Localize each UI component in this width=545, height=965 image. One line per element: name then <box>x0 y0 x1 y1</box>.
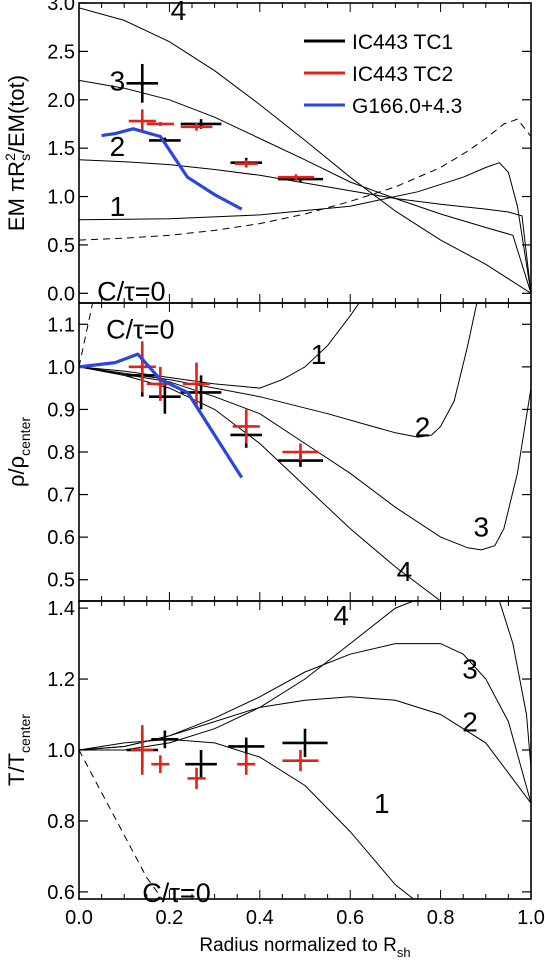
model-curve-4 <box>79 366 441 601</box>
ctau-label-bottom: C/τ=0 <box>142 878 210 908</box>
y-title-sub: center <box>17 714 33 753</box>
plot-area-middle <box>79 303 531 601</box>
y-axis-title-bottom: T/Tcenter <box>4 714 33 786</box>
curve-label-3: 3 <box>462 653 478 684</box>
y-tick-label: 0.5 <box>47 570 75 592</box>
model-curve-ctau0 <box>79 118 531 241</box>
model-curve-ctau0 <box>79 303 94 368</box>
ctau-label-middle: C/τ=0 <box>106 315 174 345</box>
curve-label-1: 1 <box>311 339 327 370</box>
x-axis-title-subscript: sh <box>397 945 411 960</box>
x-tick-label: 0.8 <box>427 907 455 929</box>
model-curve-extra <box>498 601 531 768</box>
y-tick-label: 0.0 <box>47 283 75 305</box>
curve-label-1: 1 <box>110 191 126 222</box>
y-tick-label: 0.8 <box>47 442 75 464</box>
legend-entry: IC443 TC2 <box>352 63 453 86</box>
x-tick-label: 0.0 <box>65 907 93 929</box>
curve-label-3: 3 <box>110 65 126 96</box>
y-tick-label: 1.4 <box>47 598 75 620</box>
frame-top <box>78 2 532 304</box>
panel-middle: 0.5 0.6 0.7 0.8 0.9 1.0 1.1 1 2 3 4 C/τ=0 ρ/ρcenter <box>4 302 532 602</box>
plot-area-top <box>79 7 531 294</box>
x-tick-label: 0.2 <box>155 907 183 929</box>
series-line-g166-0-4-3 <box>101 127 243 211</box>
model-curve-2 <box>79 159 531 294</box>
y-tick-label: 1.0 <box>47 187 75 209</box>
y-title-part: T/T <box>4 753 29 786</box>
y-tick-label: 0.6 <box>47 527 75 549</box>
model-curve-4 <box>79 601 414 751</box>
plot-area-bottom <box>79 601 531 899</box>
x-axis-title: Radius normalized to Rsh <box>199 935 410 960</box>
model-curve-3 <box>79 79 531 294</box>
y-tick-label: 0.9 <box>47 399 75 421</box>
y-tick-label: 1.5 <box>47 138 75 160</box>
curve-label-2: 2 <box>462 707 478 738</box>
y-title-sub: center <box>17 417 33 456</box>
y-tick-label: 2.5 <box>47 41 75 63</box>
y-title-part: ρ/ρ <box>4 456 29 487</box>
x-tick-label: 0.6 <box>336 907 364 929</box>
model-curve-ctau0 <box>79 749 163 899</box>
y-tick-label: 0.5 <box>47 235 75 257</box>
y-tick-label: 1.1 <box>47 314 75 336</box>
curve-label-4: 4 <box>171 0 187 26</box>
y-title-part: EM πR <box>4 161 29 231</box>
x-axis-title-main: Radius normalized to R <box>199 935 396 956</box>
x-tick-label: 1.0 <box>517 907 545 929</box>
y-axis-title-top: EM πRs2/EM(tot) <box>2 75 33 231</box>
model-curve-1 <box>79 738 415 899</box>
ctau-label-top: C/τ=0 <box>97 276 165 306</box>
model-curve-1 <box>79 162 531 294</box>
model-curve-3 <box>79 643 531 804</box>
curve-label-3: 3 <box>473 512 489 543</box>
y-tick-label: 1.2 <box>47 669 75 691</box>
model-curve-3 <box>79 366 531 551</box>
x-tick-label: 0.4 <box>246 907 274 929</box>
y-tick-label: 3.0 <box>47 0 75 15</box>
panel-bottom: 0.6 0.8 1.0 1.2 1.4 0.0 0.2 0.4 0.6 0.8 1.0 4 3 2 1 C/τ… <box>4 598 545 929</box>
y-tick-label: 1.0 <box>47 357 75 379</box>
legend-entry: G166.0+4.3 <box>352 95 462 118</box>
curve-label-2: 2 <box>415 411 431 442</box>
y-tick-label: 0.6 <box>47 882 75 904</box>
y-tick-label: 1.0 <box>47 740 75 762</box>
curve-label-4: 4 <box>333 600 349 631</box>
y-title-part: /EM(tot) <box>4 75 29 153</box>
curve-label-2: 2 <box>110 131 126 162</box>
model-curve-4 <box>79 7 531 294</box>
curve-label-1: 1 <box>374 788 390 819</box>
y-title-sub: s <box>17 154 33 161</box>
model-curve-2 <box>79 303 478 438</box>
legend-entry: IC443 TC1 <box>352 31 453 54</box>
y-tick-label: 2.0 <box>47 90 75 112</box>
series-line-g166-0-4-3 <box>79 352 244 479</box>
legend: IC443 TC1 IC443 TC2 G166.0+4.3 <box>304 31 462 118</box>
y-tick-label: 0.8 <box>47 811 75 833</box>
y-axis-title-middle: ρ/ρcenter <box>4 417 33 487</box>
curve-label-4: 4 <box>397 556 413 587</box>
y-tick-label: 0.7 <box>47 485 75 507</box>
y-title-sup: 2 <box>2 153 18 161</box>
frame-bottom <box>78 600 532 900</box>
